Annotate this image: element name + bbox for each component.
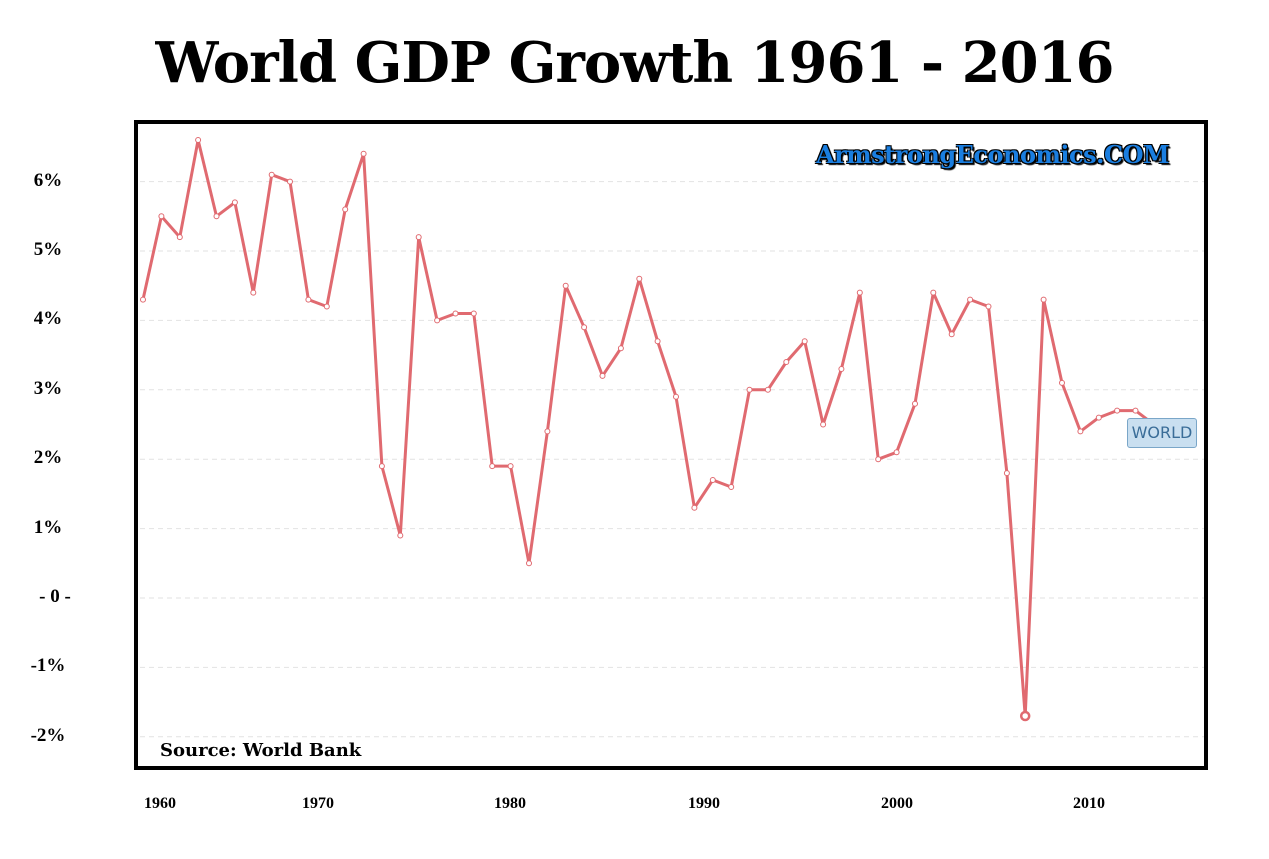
data-point	[838, 366, 845, 372]
series-line	[141, 138, 1155, 718]
chart-title: World GDP Growth 1961 - 2016	[155, 30, 1114, 96]
data-point	[1095, 414, 1102, 421]
data-point	[287, 178, 293, 185]
x-tick-label: 1960	[144, 795, 176, 812]
y-tick-label: 3%	[33, 377, 63, 399]
data-point	[709, 477, 716, 483]
data-point	[158, 213, 165, 220]
data-point	[801, 338, 808, 345]
data-point	[728, 484, 735, 490]
data-point	[452, 310, 459, 317]
data-point	[526, 560, 532, 567]
data-point	[434, 317, 441, 324]
y-tick-label: -2%	[30, 724, 66, 746]
data-point	[654, 338, 661, 345]
data-point	[820, 421, 827, 428]
y-tick-label: - 0 -	[39, 586, 71, 607]
data-point	[912, 400, 918, 407]
data-point	[1019, 710, 1031, 722]
data-point	[599, 372, 606, 379]
y-tick-label: 5%	[33, 239, 63, 260]
data-point	[1132, 407, 1139, 414]
data-point	[562, 282, 569, 289]
x-tick-label: 2000	[881, 795, 913, 812]
x-tick-label: 1980	[494, 795, 526, 812]
data-point	[213, 213, 220, 220]
data-point	[176, 234, 183, 241]
x-tick-label: 2010	[1073, 795, 1105, 812]
data-point	[746, 386, 753, 393]
data-point	[1040, 296, 1047, 303]
data-point	[415, 234, 422, 241]
data-point	[544, 428, 551, 435]
y-tick-label: 6%	[33, 169, 63, 191]
brand-watermark: ArmstrongEconomics.COM	[816, 140, 1170, 169]
data-point	[893, 449, 900, 456]
data-point	[231, 199, 238, 206]
data-point	[397, 532, 404, 539]
data-point	[1059, 379, 1065, 386]
data-point	[1077, 428, 1084, 435]
grid-lines	[140, 181, 1204, 738]
data-point	[783, 359, 790, 365]
data-point	[581, 324, 588, 331]
data-point	[323, 303, 330, 310]
y-tick-label: 2%	[33, 447, 63, 469]
series-polyline	[141, 138, 1155, 718]
y-tick-label: -1%	[30, 655, 66, 677]
data-point	[930, 289, 937, 296]
data-point	[378, 463, 385, 470]
y-tick-label: 1%	[33, 516, 63, 538]
data-point	[856, 289, 863, 296]
data-point	[1003, 470, 1010, 477]
series-label-world: WORLD	[1127, 418, 1197, 448]
data-point	[875, 456, 882, 463]
data-point	[342, 206, 349, 213]
data-point	[636, 275, 643, 282]
data-point	[360, 150, 367, 157]
y-tick-label: 4%	[33, 308, 63, 330]
data-point	[470, 310, 477, 317]
data-point	[948, 331, 955, 338]
data-point	[673, 393, 679, 400]
data-point	[985, 303, 992, 310]
data-point	[691, 504, 698, 511]
x-tick-label: 1990	[688, 795, 720, 812]
data-point	[140, 296, 146, 303]
data-point	[764, 386, 771, 393]
data-point	[507, 463, 514, 470]
x-tick-label: 1970	[302, 795, 334, 812]
data-point	[1114, 407, 1121, 414]
data-point	[617, 345, 624, 352]
data-point	[250, 289, 257, 296]
data-points	[140, 137, 1157, 722]
data-point	[195, 137, 202, 143]
source-note: Source: World Bank	[160, 740, 362, 761]
data-point	[268, 171, 275, 178]
data-point	[305, 296, 312, 303]
data-point	[967, 296, 974, 303]
data-point	[489, 463, 496, 470]
